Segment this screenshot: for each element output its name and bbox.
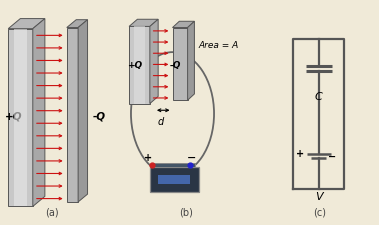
Bar [158, 175, 190, 184]
Text: (c): (c) [313, 208, 326, 218]
Polygon shape [134, 26, 145, 104]
Polygon shape [129, 26, 150, 104]
Text: −: − [328, 151, 337, 162]
Polygon shape [67, 20, 88, 27]
Text: Area = A: Area = A [199, 41, 239, 50]
Text: +Q: +Q [127, 61, 142, 70]
Text: -Q: -Q [169, 61, 181, 70]
Polygon shape [14, 29, 27, 206]
Text: $d$: $d$ [157, 115, 165, 127]
Polygon shape [8, 29, 33, 206]
Text: +: + [296, 148, 304, 159]
Polygon shape [188, 21, 194, 100]
Text: V: V [315, 192, 323, 202]
Text: −: − [187, 153, 196, 163]
Text: +: + [144, 153, 152, 163]
Polygon shape [67, 27, 78, 202]
Text: C: C [315, 92, 323, 102]
Polygon shape [150, 19, 158, 104]
Bar [154, 163, 194, 167]
Text: +Q: +Q [5, 112, 22, 122]
Text: (b): (b) [179, 208, 193, 218]
Polygon shape [172, 21, 194, 27]
Polygon shape [172, 27, 188, 100]
Text: (a): (a) [45, 208, 58, 218]
Polygon shape [8, 19, 45, 29]
FancyBboxPatch shape [150, 167, 199, 192]
Polygon shape [129, 19, 158, 26]
Polygon shape [33, 19, 45, 206]
Polygon shape [78, 20, 88, 202]
Text: -Q: -Q [93, 112, 106, 122]
